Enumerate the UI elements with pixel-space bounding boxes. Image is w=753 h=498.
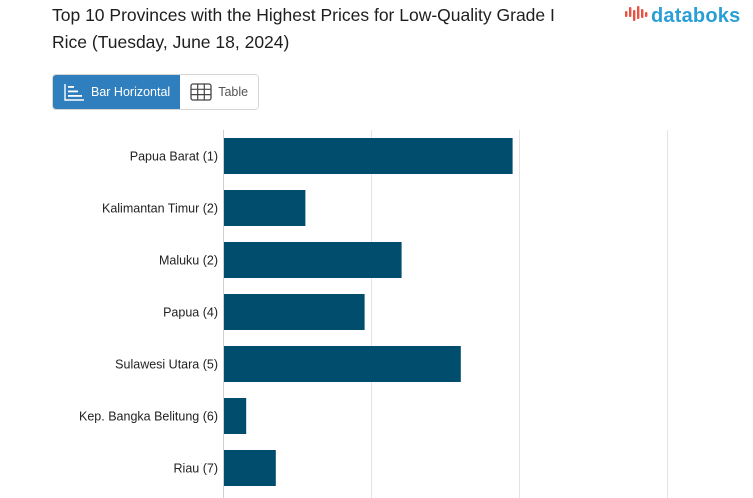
category-label: Kalimantan Timur (2) bbox=[102, 202, 218, 216]
brand-name: databoks bbox=[651, 4, 741, 27]
bar-horizontal-label: Bar Horizontal bbox=[91, 85, 171, 99]
databoks-logo: databoks bbox=[624, 4, 740, 28]
bar bbox=[224, 398, 247, 434]
bar-chart-icon bbox=[64, 84, 84, 101]
table-button[interactable]: Table bbox=[180, 75, 259, 109]
databoks-logo-icon bbox=[625, 6, 648, 21]
table-label: Table bbox=[218, 85, 249, 99]
view-toggle: Bar Horizontal Table bbox=[52, 74, 260, 110]
bar bbox=[224, 242, 402, 278]
bar bbox=[224, 138, 513, 174]
category-label: Kep. Bangka Belitung (6) bbox=[79, 410, 218, 424]
bar bbox=[224, 294, 365, 330]
bar-horizontal-button[interactable]: Bar Horizontal bbox=[53, 75, 181, 109]
category-label: Maluku (2) bbox=[159, 254, 218, 268]
bar bbox=[224, 346, 461, 382]
table-icon bbox=[190, 83, 212, 101]
bar-chart: Papua Barat (1) Kalimantan Timur (2) Maluk… bbox=[79, 130, 668, 498]
chart-title: Top 10 Provinces with the Highest Prices… bbox=[52, 5, 555, 52]
category-label: Papua Barat (1) bbox=[130, 150, 218, 164]
category-label: Sulawesi Utara (5) bbox=[115, 358, 218, 372]
category-label: Papua (4) bbox=[163, 306, 218, 320]
bar bbox=[224, 450, 276, 486]
category-label: Riau (7) bbox=[174, 462, 218, 476]
bar bbox=[224, 190, 306, 226]
